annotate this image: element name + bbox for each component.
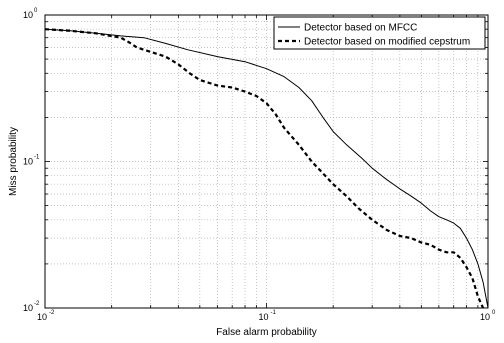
x-tick-label: 10 [258,312,268,322]
legend: Detector based on MFCC Detector based on… [273,16,486,50]
y-tick-exponent: -1 [34,155,40,161]
legend-label-modified-cepstrum: Detector based on modified cepstrum [304,37,470,48]
x-tick-exponent: -1 [271,310,277,316]
tick-labels: 10 -2 10 -1 10 010 -210 -110 0 [23,8,496,322]
y-tick-label: 10 [23,10,33,20]
y-axis-label: Miss probability [8,127,19,196]
y-tick-exponent: 0 [34,8,38,14]
x-tick-exponent: 0 [492,310,496,316]
legend-label-mfcc: Detector based on MFCC [304,23,417,34]
grid [45,15,488,308]
x-tick-label: 10 [37,312,47,322]
x-tick-exponent: -2 [49,310,55,316]
x-axis-label: False alarm probability [216,327,317,338]
y-tick-label: 10 [23,157,33,167]
series-line-mfcc [44,28,489,309]
y-tick-exponent: -2 [34,301,40,307]
series [44,28,489,309]
legend-box [273,16,486,50]
x-tick-label: 10 [480,312,490,322]
y-tick-label: 10 [23,303,33,313]
series-line-modified-cepstrum [44,28,485,309]
